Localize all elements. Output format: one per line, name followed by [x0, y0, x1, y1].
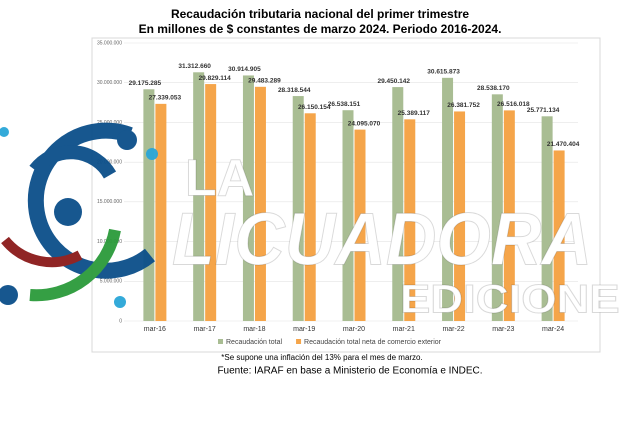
footnote: *Se supone una inflación del 13% para el… [221, 353, 422, 362]
watermark-text: LA [185, 150, 254, 208]
value-label: 28.318.544 [278, 87, 311, 94]
y-tick-label: 0 [119, 318, 122, 324]
y-tick-label: 30.000.000 [97, 80, 122, 86]
watermark-text: LICUADORA [172, 198, 592, 281]
bar [155, 103, 167, 321]
legend-label: Recaudación total [226, 339, 282, 346]
chart-frame [91, 37, 601, 353]
bar [254, 86, 266, 321]
bar [442, 77, 454, 321]
bar [304, 113, 316, 321]
value-label: 29.450.142 [378, 78, 411, 85]
chart-subtitle: En millones de $ constantes de marzo 202… [139, 22, 502, 36]
value-label: 26.150.154 [298, 104, 331, 111]
bar [143, 89, 155, 321]
y-tick-label: 35.000.000 [97, 40, 122, 46]
value-label: 21.470.404 [547, 141, 580, 148]
bar [404, 119, 416, 322]
value-label: 30.615.873 [427, 69, 460, 76]
legend-swatch [218, 339, 223, 344]
logo-dot [114, 296, 126, 308]
value-label: 24.095.070 [348, 120, 381, 127]
value-label: 25.771.134 [527, 107, 560, 114]
y-tick-label: 15.000.000 [97, 199, 122, 205]
logo-dot [54, 198, 82, 226]
logo-dot [0, 285, 18, 305]
legend-swatch [296, 339, 302, 344]
value-label: 29.483.289 [248, 78, 281, 85]
bar [491, 94, 503, 321]
value-label: 25.389.117 [398, 110, 431, 117]
x-tick-label: mar-22 [442, 326, 464, 333]
bar [342, 110, 354, 321]
bar [503, 110, 515, 321]
bar [454, 111, 466, 321]
x-tick-label: mar-21 [393, 326, 415, 333]
value-label: 26.381.752 [447, 102, 480, 109]
value-label: 29.175.285 [129, 80, 162, 87]
y-tick-label: 5.000.000 [100, 279, 122, 285]
chart-title: Recaudación tributaria nacional del prim… [171, 7, 469, 21]
y-tick-label: 20.000.000 [97, 159, 122, 165]
value-label: 27.339.053 [149, 95, 182, 102]
bar [292, 96, 304, 321]
x-tick-label: mar-17 [194, 326, 216, 333]
x-tick-label: mar-20 [343, 326, 365, 333]
source: Fuente: IARAF en base a Ministerio de Ec… [217, 366, 482, 377]
value-label: 29.829.114 [199, 75, 232, 82]
logo-arc [29, 145, 117, 179]
logo-dot [0, 127, 9, 137]
x-tick-label: mar-23 [492, 326, 514, 333]
x-tick-label: mar-16 [144, 326, 166, 333]
bar [354, 129, 366, 321]
legend-label: Recaudación total neta de comercio exter… [304, 339, 442, 346]
value-label: 26.538.151 [328, 101, 361, 108]
x-tick-label: mar-18 [243, 326, 265, 333]
bar [392, 87, 404, 321]
watermark-text: EDICIONES [400, 278, 620, 322]
value-label: 28.538.170 [477, 85, 510, 92]
watermark-logo [0, 122, 158, 308]
bar [541, 116, 553, 322]
value-label: 31.312.660 [178, 63, 211, 70]
bar [242, 75, 254, 321]
logo-arc [29, 228, 121, 302]
x-tick-label: mar-24 [542, 326, 564, 333]
logo-arc [1, 236, 83, 268]
logo-arc [27, 122, 156, 279]
bar [553, 150, 565, 321]
logo-dot [146, 148, 158, 160]
x-tick-label: mar-19 [293, 326, 315, 333]
value-label: 26.516.018 [497, 101, 530, 108]
bar [193, 72, 205, 321]
logo-dot [117, 130, 137, 150]
bar [205, 84, 217, 321]
value-label: 30.914.905 [228, 66, 261, 73]
